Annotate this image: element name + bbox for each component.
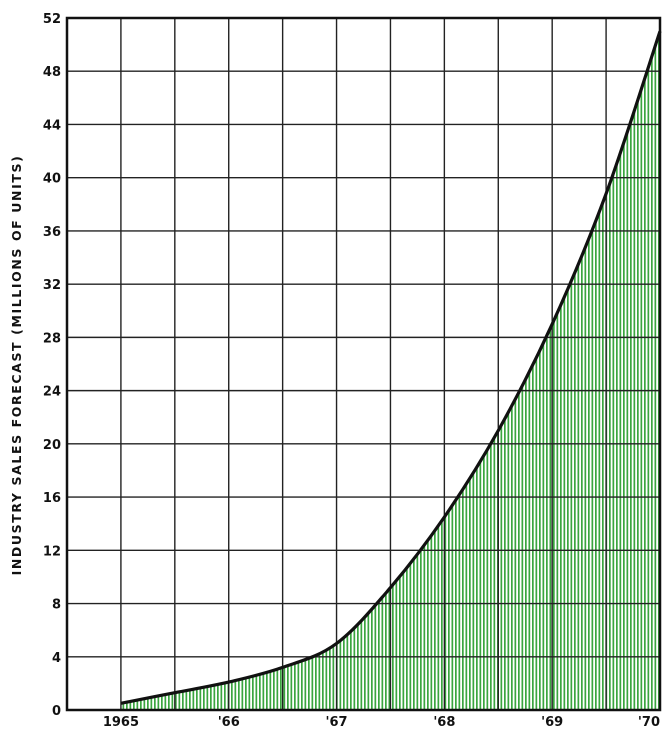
x-tick-label: 1965 — [103, 715, 139, 730]
y-tick-label: 24 — [43, 385, 61, 400]
forecast-area — [120, 31, 660, 710]
y-tick-label: 48 — [43, 65, 61, 80]
forecast-line — [120, 30, 662, 705]
y-tick-label: 44 — [43, 118, 61, 133]
grid — [67, 18, 660, 710]
y-tick-label: 32 — [43, 278, 61, 293]
y-tick-label: 40 — [43, 172, 61, 187]
plot-frame — [65, 16, 662, 712]
y-tick-label: 8 — [52, 598, 61, 613]
y-tick-label: 36 — [43, 225, 61, 240]
y-tick-label: 12 — [43, 544, 61, 559]
x-tick-label: '68 — [433, 715, 455, 730]
x-tick-label: '66 — [218, 715, 240, 730]
y-tick-label: 4 — [52, 651, 61, 666]
y-tick-label: 16 — [43, 491, 61, 506]
y-tick-label: 52 — [43, 12, 61, 27]
y-tick-label: 20 — [43, 438, 61, 453]
x-tick-label: '69 — [541, 715, 563, 730]
y-tick-label: 0 — [52, 704, 61, 719]
x-tick-label: '70 — [638, 715, 660, 730]
y-tick-label: 28 — [43, 331, 61, 346]
y-axis-label: INDUSTRY SALES FORECAST (MILLIONS OF UNI… — [9, 155, 24, 576]
x-tick-label: '67 — [326, 715, 348, 730]
x-axis-ticks: 1965 '66 '67 '68 '69 '70 — [103, 715, 660, 730]
